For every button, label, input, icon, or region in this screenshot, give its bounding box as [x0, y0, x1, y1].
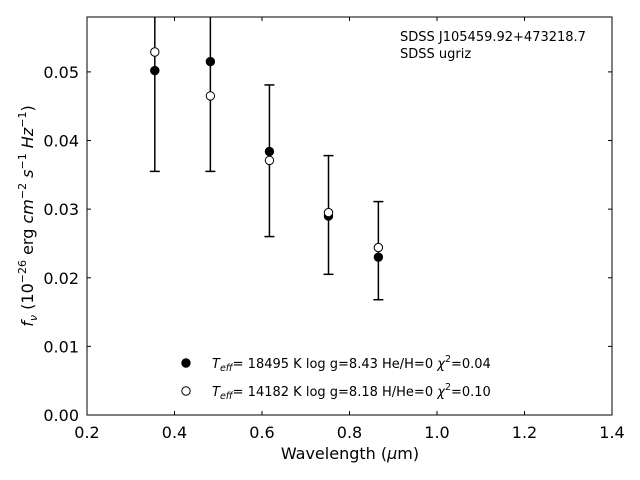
y-tick-label: 0.03: [43, 200, 79, 219]
y-label-nu: ν: [27, 315, 40, 321]
y-tick-label: 0.02: [43, 269, 79, 288]
data-point-filled: [264, 146, 275, 157]
y-label-hz: Hz: [18, 127, 37, 153]
legend-1-rest: = 18495 K log g=8.43 He/H=0: [233, 357, 438, 372]
legend-2-t: T: [212, 385, 221, 400]
y-tick-label: 0.05: [43, 63, 79, 82]
legend-2-tail: =0.10: [451, 385, 491, 400]
legend: Teff= 18495 K log g=8.43 He/H=0 χ2=0.04 …: [181, 354, 491, 402]
object-name-annotation: SDSS J105459.92+473218.7: [400, 30, 586, 45]
y-label-open: (10: [18, 283, 37, 315]
data-point-open: [205, 91, 216, 101]
data-point-open: [264, 155, 275, 166]
legend-2-sub: eff: [220, 391, 234, 402]
data-point-filled: [373, 252, 384, 262]
x-tick-label: 0.6: [249, 423, 274, 442]
legend-1-t: T: [212, 357, 221, 372]
y-label-erg: erg: [18, 224, 37, 260]
legend-1-tail: =0.04: [451, 357, 491, 372]
y-label-s: s: [18, 170, 37, 183]
plot-frame: [86, 16, 613, 416]
y-tick-label: 0.00: [43, 406, 79, 425]
x-tick-label: 0.4: [162, 423, 187, 442]
legend-2-sup: 2: [445, 382, 451, 393]
legend-1-chi: χ: [436, 357, 446, 372]
data-point-filled: [205, 56, 216, 67]
x-axis-label-main: Wavelength (: [281, 444, 387, 463]
y-tick-label: 0.04: [43, 132, 79, 151]
data-point-filled: [150, 65, 160, 76]
legend-2-rest: = 14182 K log g=8.18 H/He=0: [233, 385, 438, 400]
data-point-open: [150, 47, 160, 57]
x-axis-label-mu: μ: [386, 444, 397, 463]
x-tick-label: 0.8: [337, 423, 362, 442]
y-tick-label: 0.01: [43, 337, 79, 356]
y-label-exp3: −1: [16, 153, 29, 169]
y-label-f: f: [18, 319, 37, 327]
survey-annotation: SDSS ugriz: [400, 47, 471, 62]
legend-1-sup: 2: [445, 354, 451, 365]
legend-marker-filled: [181, 358, 191, 368]
x-tick-label: 1.2: [512, 423, 537, 442]
y-label-exp4: −1: [16, 112, 29, 128]
y-label-exp1: −26: [16, 260, 29, 283]
legend-2-chi: χ: [436, 385, 446, 400]
legend-entry-1: Teff= 18495 K log g=8.43 He/H=0 χ2=0.04: [212, 354, 491, 374]
x-tick-label: 0.2: [74, 423, 99, 442]
data-markers: [150, 47, 384, 262]
y-label-close: ): [18, 105, 37, 111]
y-axis-label: fν (10−26 erg cm−2 s−1 Hz−1): [16, 105, 40, 326]
data-point-open: [373, 242, 384, 253]
x-tick-label: 1.4: [599, 423, 624, 442]
x-axis-label-unit: m): [397, 444, 419, 463]
x-axis-label: Wavelength (μm): [281, 444, 419, 463]
y-label-cm: cm: [18, 199, 37, 223]
x-tick-label: 1.0: [424, 423, 449, 442]
legend-marker-open: [181, 386, 191, 396]
legend-entry-2: Teff= 14182 K log g=8.18 H/He=0 χ2=0.10: [212, 382, 491, 402]
axis-ticks: 0.2 0.4 0.6 0.8 1.0 1.2 1.4 0.00 0.01 0.02 0.03 0.0…: [43, 17, 625, 442]
y-label-exp2: −2: [16, 183, 29, 199]
legend-1-sub: eff: [220, 363, 234, 374]
data-point-open: [323, 207, 334, 218]
